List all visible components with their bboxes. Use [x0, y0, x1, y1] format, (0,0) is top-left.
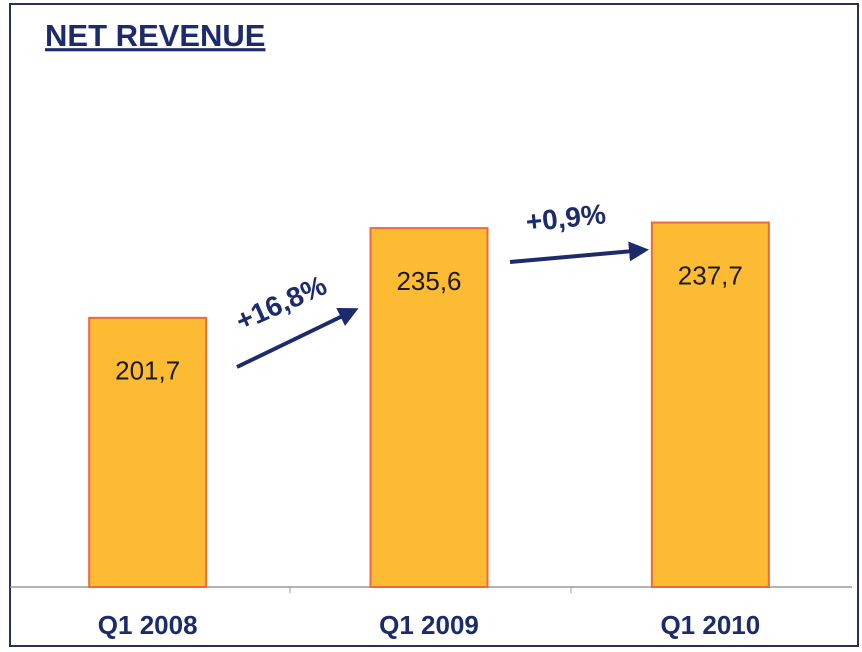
bar: [650, 221, 770, 589]
value-label: 237,7: [678, 260, 743, 290]
x-tick-label: Q1 2010: [660, 610, 760, 640]
x-tick-label: Q1 2008: [98, 610, 198, 640]
bar: [88, 316, 208, 588]
value-label: 235,6: [396, 266, 461, 296]
bar: [369, 227, 489, 588]
growth-arrow: [236, 307, 359, 369]
value-label: 201,7: [115, 356, 180, 386]
x-tick-label: Q1 2009: [379, 610, 479, 640]
growth-arrow: [509, 241, 649, 264]
chart-title: NET REVENUE: [45, 18, 265, 53]
